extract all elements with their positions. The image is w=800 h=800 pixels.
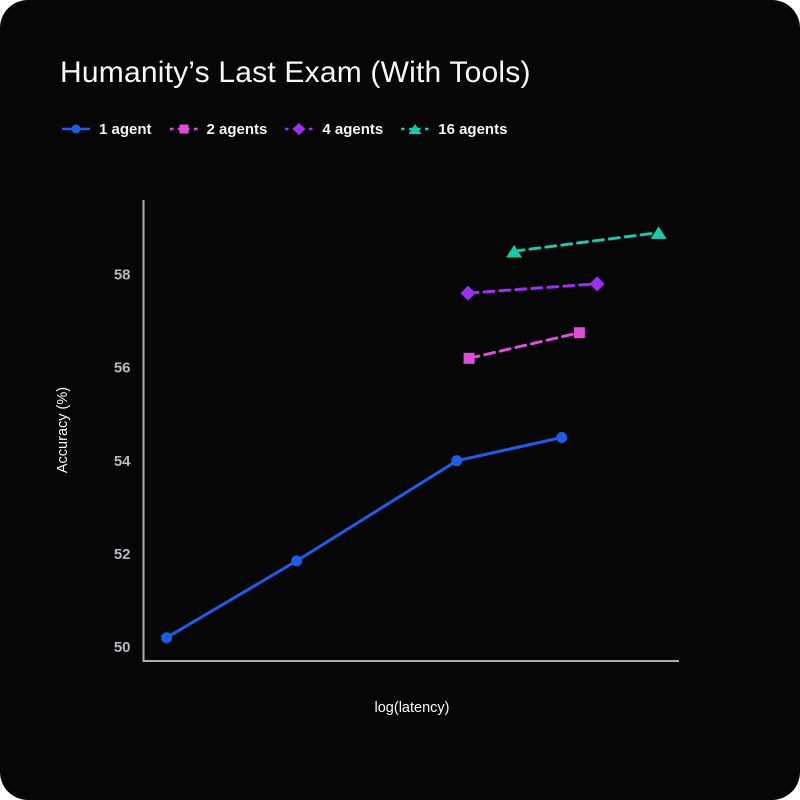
y-axis-label: Accuracy (%): [55, 386, 71, 474]
legend-diamond-icon: [285, 122, 314, 136]
legend-label: 16 agents: [438, 120, 508, 138]
legend-label: 2 agents: [206, 120, 268, 138]
svg-text:58: 58: [114, 267, 131, 284]
legend-label: 1 agent: [99, 120, 152, 138]
svg-text:52: 52: [114, 546, 131, 563]
legend-item: 4 agents: [284, 121, 383, 138]
legend-circle-icon: [62, 124, 90, 134]
svg-text:54: 54: [114, 453, 131, 470]
x-axis-label: log(latency): [374, 700, 450, 716]
legend-square-icon: [169, 124, 198, 134]
svg-text:56: 56: [114, 360, 131, 377]
legend-triangle-icon: [401, 123, 430, 135]
legend-item: 2 agents: [169, 120, 268, 138]
chart-title: Humanity’s Last Exam (With Tools): [60, 56, 531, 89]
legend: 1 agent 2 agents 4 agents 16 agents: [61, 119, 507, 139]
legend-item: 16 agents: [400, 121, 507, 138]
legend-label: 4 agents: [322, 120, 384, 138]
svg-text:50: 50: [114, 639, 131, 656]
legend-item: 1 agent: [61, 121, 152, 138]
